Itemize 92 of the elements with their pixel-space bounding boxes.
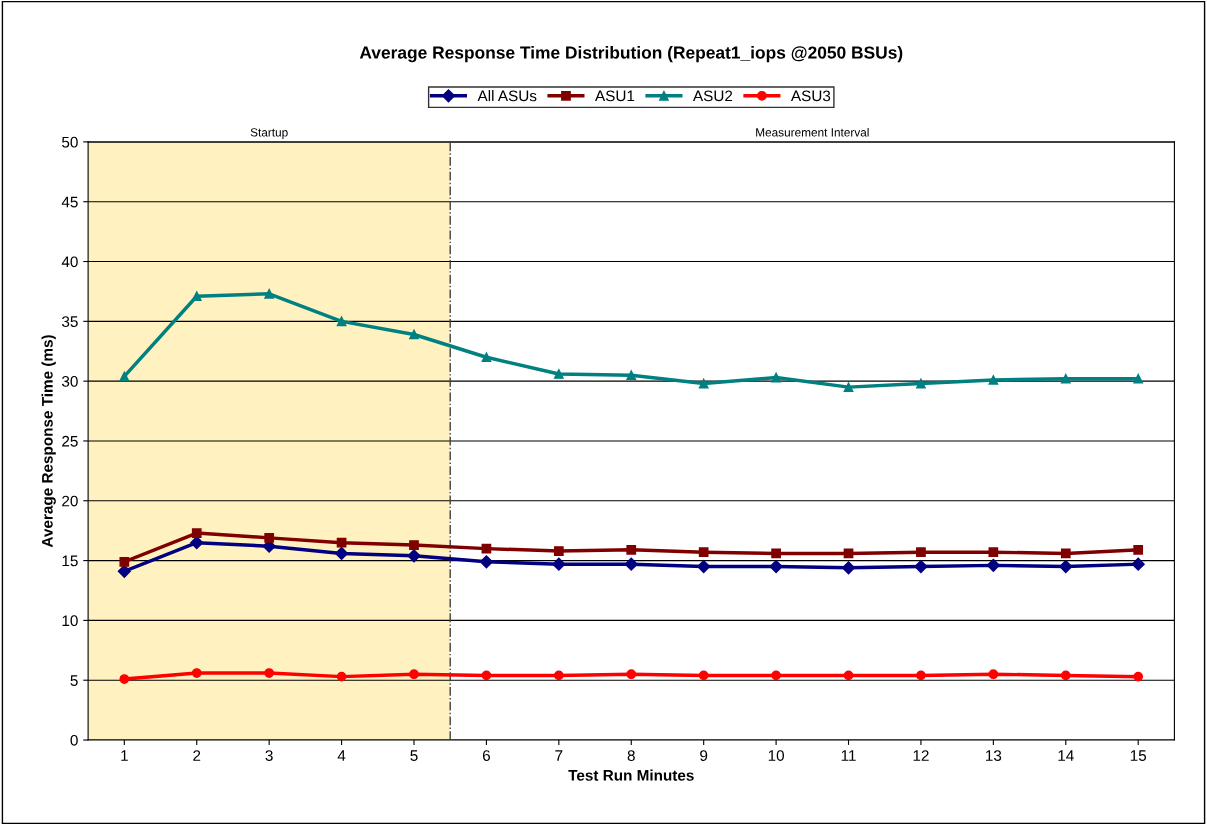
legend-label: ASU3 (790, 90, 831, 102)
point (1133, 671, 1144, 682)
point (697, 559, 711, 574)
point (698, 670, 709, 681)
point (916, 547, 926, 558)
x-tick-label: 1 (121, 750, 128, 761)
point (626, 544, 637, 555)
point (771, 548, 781, 559)
point (191, 291, 202, 302)
point (1131, 557, 1145, 571)
point (336, 671, 347, 682)
x-tick-label: 4 (337, 750, 346, 761)
point (479, 555, 494, 569)
point (916, 378, 926, 389)
point (409, 669, 419, 680)
y-tick-label: 30 (61, 376, 78, 387)
point (119, 371, 130, 382)
legend-label: ASU2 (693, 90, 733, 102)
point (191, 528, 202, 538)
y-tick-label: 0 (70, 734, 78, 746)
x-tick-label: 14 (1058, 750, 1074, 761)
point (336, 316, 347, 327)
point (626, 669, 637, 680)
x-axis-title: Test Run Minutes (568, 769, 694, 781)
point (190, 536, 204, 550)
point (553, 546, 564, 556)
x-tick-label: 6 (482, 750, 490, 761)
chart-title: Average Response Time Distribution (Repeat1_iops @2050 BSUs) (359, 45, 903, 63)
point (481, 670, 492, 681)
point (409, 540, 419, 550)
point (988, 375, 999, 385)
point (769, 559, 783, 574)
x-tick-label: 2 (193, 750, 201, 761)
point (988, 547, 999, 558)
point (1133, 544, 1144, 555)
point (843, 670, 854, 681)
y-tick-label: 35 (61, 316, 78, 328)
point (986, 558, 1000, 572)
point (552, 557, 566, 571)
point (771, 372, 781, 383)
y-tick-label: 10 (62, 615, 78, 627)
y-tick-label: 15 (62, 555, 78, 567)
point (117, 564, 131, 578)
point (334, 546, 349, 560)
point (264, 288, 275, 299)
x-tick-label: 10 (768, 750, 784, 761)
y-axis-title: Average Response Time (ms) (41, 335, 56, 548)
point (1059, 559, 1073, 574)
point (481, 352, 492, 363)
point (264, 668, 275, 678)
point (916, 670, 926, 681)
point (1060, 670, 1071, 681)
legend-label: All ASUs (477, 90, 537, 102)
x-tick-label: 13 (986, 750, 1002, 761)
point (626, 370, 637, 381)
point (1060, 548, 1071, 559)
x-tick-label: 15 (1130, 750, 1147, 761)
point (914, 559, 928, 574)
point (698, 547, 709, 558)
point (624, 557, 638, 571)
point (336, 537, 347, 548)
point (407, 549, 421, 563)
y-tick-label: 25 (62, 435, 78, 447)
x-tick-label: 11 (841, 750, 856, 761)
point (841, 561, 856, 575)
legend-label: ASU1 (595, 90, 635, 102)
point (988, 669, 999, 680)
point (119, 674, 130, 684)
y-tick-label: 5 (70, 675, 78, 686)
point (1060, 373, 1071, 384)
point (553, 369, 564, 379)
point (698, 378, 709, 389)
y-tick-label: 40 (61, 256, 78, 268)
x-tick-label: 7 (555, 750, 563, 761)
y-tick-label: 45 (61, 196, 78, 208)
point (191, 668, 202, 678)
point (771, 670, 781, 681)
x-tick-label: 3 (265, 750, 273, 761)
x-tick-label: 5 (410, 750, 418, 761)
y-tick-label: 20 (62, 495, 78, 507)
x-tick-label: 9 (700, 750, 708, 761)
x-tick-label: 12 (913, 750, 929, 761)
point (409, 329, 419, 340)
y-tick-label: 50 (62, 136, 78, 148)
point (119, 556, 130, 567)
band-label: Measurement Interval (756, 127, 869, 137)
band-label: Startup (250, 128, 288, 139)
x-tick-label: 8 (627, 750, 635, 761)
point (843, 382, 854, 392)
point (264, 532, 275, 543)
point (1133, 373, 1144, 384)
point (553, 670, 564, 681)
